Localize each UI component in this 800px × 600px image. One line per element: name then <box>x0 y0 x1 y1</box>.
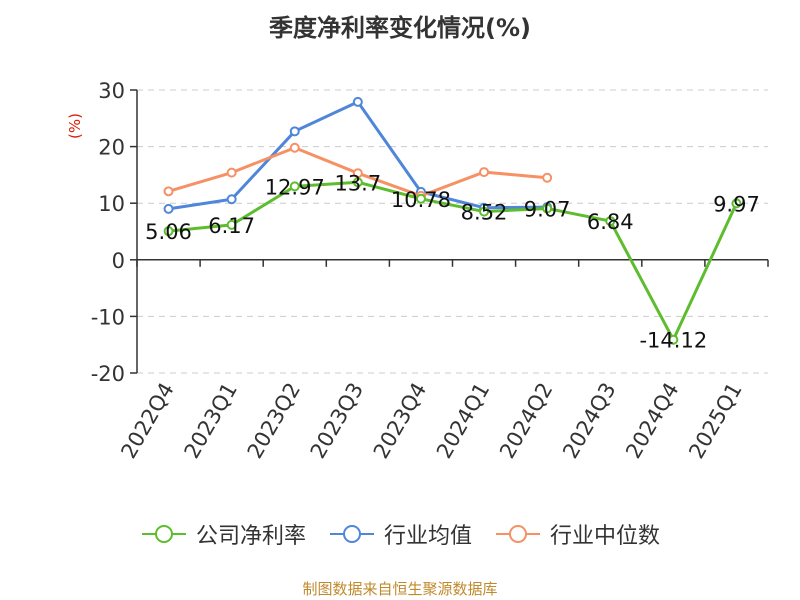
x-tick-label: 2023Q3 <box>306 379 368 463</box>
data-point <box>163 186 174 197</box>
x-tick-label: 2022Q4 <box>116 379 178 463</box>
data-point <box>226 167 237 178</box>
chart-title: 季度净利率变化情况(%) <box>269 14 531 42</box>
data-point <box>289 126 300 137</box>
data-labels: 5.06 6.17 12.97 13.7 10.78 8.52 9.07 6.84 -14.12… <box>145 171 760 352</box>
source-footer: 制图数据来自恒生聚源数据库 <box>302 580 498 598</box>
y-tick-label: 30 <box>98 79 125 103</box>
data-label: -14.12 <box>639 329 707 353</box>
legend-marker <box>154 525 173 543</box>
legend-item[interactable]: 行业均值 <box>328 518 472 550</box>
data-point <box>605 216 616 227</box>
legend-marker <box>509 525 527 543</box>
data-label: 10.78 <box>391 188 451 212</box>
data-point <box>415 193 426 204</box>
legend-item[interactable]: 公司净利率 <box>140 518 306 550</box>
data-label: 12.97 <box>265 175 325 199</box>
data-label: 6.84 <box>587 210 634 234</box>
legend-swatch-icon <box>329 525 374 543</box>
legend-marker <box>342 525 361 543</box>
data-label: 6.17 <box>208 214 255 238</box>
legend-item[interactable]: 行业中位数 <box>494 518 660 550</box>
series-points <box>163 96 742 345</box>
legend: 公司净利率 行业均值 行业中位数 <box>0 518 800 550</box>
y-axis-label: (%) <box>66 113 84 139</box>
data-label: 13.7 <box>334 171 381 195</box>
data-point <box>479 167 490 178</box>
series-line <box>168 180 738 342</box>
legend-label: 公司净利率 <box>195 524 306 549</box>
y-tick-label: 20 <box>98 136 125 160</box>
data-label: 9.97 <box>713 192 760 216</box>
data-label: 9.07 <box>524 197 571 221</box>
legend-swatch-icon <box>141 525 186 543</box>
data-point <box>479 206 490 217</box>
legend-label: 行业中位数 <box>550 524 661 549</box>
x-tick-label: 2024Q3 <box>558 379 620 463</box>
x-tick-label: 2023Q1 <box>180 379 242 463</box>
x-tick-label: 2025Q1 <box>684 379 746 463</box>
x-tick-label: 2024Q2 <box>495 379 557 463</box>
data-point <box>542 203 553 214</box>
data-point <box>226 219 237 230</box>
x-tick-label: 2023Q4 <box>369 379 431 463</box>
x-tick-label: 2024Q4 <box>621 379 683 463</box>
data-point <box>226 194 237 205</box>
data-point <box>352 168 363 179</box>
data-label: 8.52 <box>461 201 508 225</box>
data-point <box>289 181 300 192</box>
data-point <box>668 334 679 345</box>
data-point <box>352 96 363 107</box>
data-label: 5.06 <box>145 220 192 244</box>
legend-swatch-icon <box>496 525 540 543</box>
data-point <box>163 226 174 237</box>
data-point <box>352 177 363 188</box>
y-tick-label: 10 <box>98 192 125 216</box>
data-point <box>163 203 174 214</box>
y-tick-label: 0 <box>112 249 125 273</box>
data-point <box>289 142 300 153</box>
data-point <box>731 198 742 209</box>
x-tick-label: 2024Q1 <box>432 379 494 463</box>
y-axis: 30 20 10 0 -10 -20 <box>91 79 138 386</box>
y-tick-label: -20 <box>91 362 125 386</box>
x-axis: 2022Q4 2023Q1 2023Q2 2023Q3 2023Q4 2024Q1 2024… <box>116 259 769 463</box>
legend-label: 行业均值 <box>383 524 472 549</box>
data-point <box>542 172 553 183</box>
y-tick-label: -10 <box>91 305 125 329</box>
x-tick-label: 2023Q2 <box>243 379 305 463</box>
